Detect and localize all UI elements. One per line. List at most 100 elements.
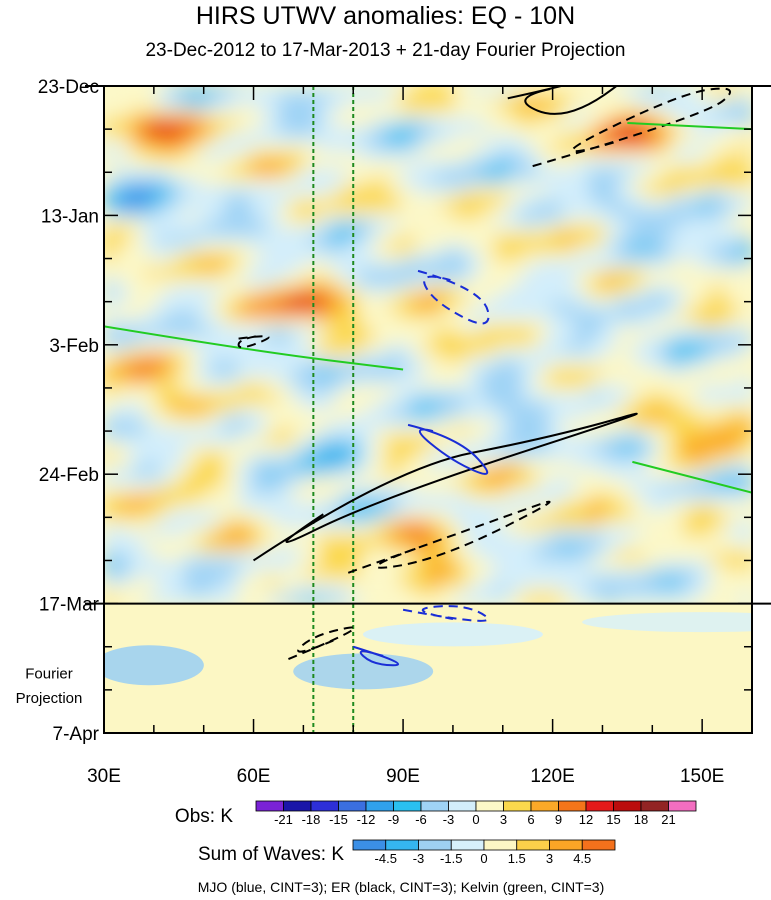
- field-cell: [211, 377, 227, 388]
- field-cell: [494, 502, 510, 513]
- field-cell: [508, 510, 524, 522]
- field-cell: [130, 535, 146, 547]
- field-cell: [197, 535, 213, 547]
- field-cell: [602, 443, 618, 455]
- field-cell: [238, 544, 254, 555]
- field-cell: [602, 368, 618, 380]
- field-cell: [481, 535, 497, 547]
- field-cell: [319, 160, 335, 171]
- field-cell: [400, 143, 416, 154]
- field-cell: [197, 160, 213, 171]
- field-cell: [562, 251, 578, 263]
- field-cell: [440, 443, 456, 455]
- field-cell: [386, 477, 402, 488]
- field-cell: [251, 218, 267, 229]
- field-cell: [467, 360, 483, 371]
- field-cell: [197, 410, 213, 421]
- field-cell: [292, 268, 308, 280]
- field-cell: [535, 260, 551, 271]
- field-cell: [697, 460, 713, 472]
- field-cell: [494, 335, 510, 346]
- field-cell: [616, 452, 632, 463]
- field-cell: [602, 226, 618, 238]
- field-cell: [157, 569, 173, 580]
- field-cell: [386, 285, 402, 296]
- field-cell: [278, 302, 294, 313]
- field-cell: [157, 268, 173, 280]
- field-cell: [670, 176, 686, 188]
- field-cell: [629, 268, 645, 280]
- field-cell: [454, 385, 470, 396]
- field-cell: [373, 193, 389, 204]
- field-cell: [562, 544, 578, 555]
- field-cell: [467, 143, 483, 154]
- field-cell: [170, 210, 186, 221]
- field-cell: [737, 293, 752, 305]
- field-cell: [656, 352, 672, 363]
- field-cell: [319, 393, 335, 405]
- field-cell: [616, 318, 632, 330]
- field-cell: [211, 385, 227, 396]
- field-cell: [224, 143, 240, 154]
- field-cell: [130, 485, 146, 497]
- field-cell: [292, 151, 308, 163]
- field-cell: [359, 569, 375, 580]
- field-cell: [589, 368, 605, 380]
- field-cell: [346, 569, 362, 580]
- field-cell: [238, 243, 254, 254]
- field-cell: [656, 327, 672, 338]
- field-cell: [440, 327, 456, 338]
- field-cell: [454, 93, 470, 104]
- field-cell: [292, 477, 308, 488]
- field-cell: [616, 427, 632, 438]
- field-cell: [238, 101, 254, 113]
- field-cell: [440, 585, 456, 597]
- field-cell: [386, 377, 402, 388]
- field-cell: [130, 260, 146, 271]
- field-cell: [548, 168, 564, 179]
- field-cell: [157, 318, 173, 330]
- field-cell: [494, 544, 510, 555]
- field-cell: [575, 502, 591, 513]
- field-cell: [238, 185, 254, 196]
- field-cell: [170, 235, 186, 246]
- field-cell: [467, 101, 483, 113]
- field-cell: [116, 360, 132, 371]
- field-cell: [346, 226, 362, 238]
- field-cell: [319, 176, 335, 188]
- field-cell: [602, 176, 618, 188]
- field-cell: [737, 218, 752, 229]
- field-cell: [643, 243, 659, 254]
- field-cell: [508, 277, 524, 288]
- field-cell: [656, 502, 672, 513]
- field-cell: [697, 502, 713, 513]
- field-cell: [710, 268, 726, 280]
- field-cell: [400, 594, 416, 605]
- field-cell: [319, 560, 335, 572]
- field-cell: [157, 86, 173, 96]
- field-cell: [724, 377, 740, 388]
- field-cell: [292, 385, 308, 396]
- field-cell: [157, 560, 173, 572]
- field-cell: [224, 410, 240, 421]
- field-cell: [481, 243, 497, 254]
- field-cell: [359, 243, 375, 254]
- field-cell: [197, 335, 213, 346]
- field-cell: [494, 594, 510, 605]
- field-cell: [265, 143, 281, 154]
- field-cell: [278, 235, 294, 246]
- field-cell: [292, 218, 308, 229]
- field-cell: [602, 160, 618, 171]
- field-cell: [238, 293, 254, 305]
- field-cell: [562, 368, 578, 380]
- field-cell: [697, 101, 713, 113]
- field-cell: [629, 176, 645, 188]
- field-cell: [319, 452, 335, 463]
- field-cell: [197, 360, 213, 371]
- field-cell: [683, 535, 699, 547]
- field-cell: [104, 168, 119, 179]
- field-cell: [332, 435, 348, 446]
- field-cell: [562, 185, 578, 196]
- field-cell: [683, 418, 699, 430]
- field-cell: [265, 268, 281, 280]
